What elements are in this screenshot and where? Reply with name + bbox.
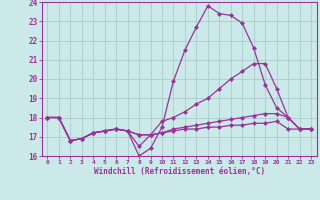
X-axis label: Windchill (Refroidissement éolien,°C): Windchill (Refroidissement éolien,°C) <box>94 167 265 176</box>
